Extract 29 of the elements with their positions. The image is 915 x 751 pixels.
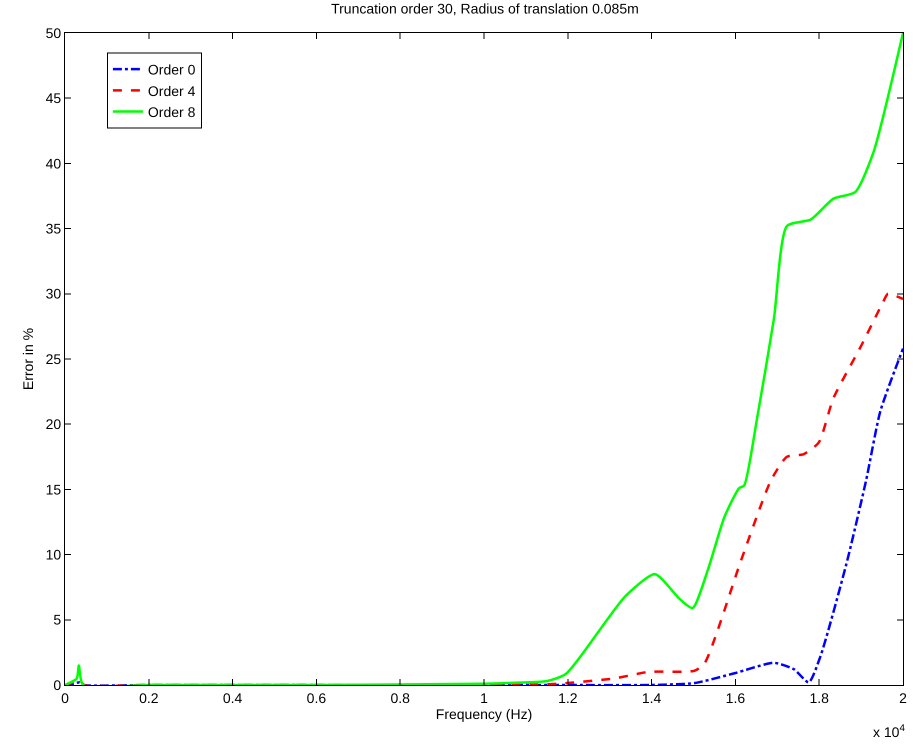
x-axis-title: Frequency (Hz) [436, 706, 532, 722]
x-tick-label: 1.6 [726, 690, 746, 706]
y-tick-label: 20 [46, 416, 62, 432]
x-tick-label: 1 [480, 690, 488, 706]
x-tick-label: 1.4 [642, 690, 662, 706]
y-tick-label: 15 [46, 481, 62, 498]
y-tick-label: 45 [46, 90, 62, 106]
x-tick-label: 0.8 [390, 690, 410, 706]
y-tick-label: 0 [53, 676, 62, 693]
x-tick-label: 1.2 [558, 690, 578, 706]
y-tick-label: 50 [46, 24, 62, 41]
legend-label: Order 8 [148, 104, 196, 120]
line-series [65, 33, 903, 685]
x-tick-label: 0.4 [222, 690, 243, 706]
legend-label: Order 0 [148, 62, 196, 78]
legend-label: Order 4 [148, 82, 196, 99]
x-tick-label: 0.6 [306, 690, 326, 706]
y-tick-label: 30 [46, 286, 62, 302]
y-tick-label: 5 [53, 612, 62, 628]
y-axis-title: Error in % [20, 328, 36, 390]
y-tick-label: 25 [46, 350, 62, 367]
y-tick-label: 40 [46, 155, 62, 172]
chart-title: Truncation order 30, Radius of translation 0.085m [331, 0, 639, 17]
y-tick-label: 35 [46, 220, 62, 236]
x-tick-label: 2 [899, 690, 908, 706]
x-tick-label: 0.2 [139, 690, 159, 706]
x-tick-label: 1.8 [809, 690, 830, 706]
text: x 10$^{4}$ [873, 723, 906, 740]
y-tick-label: 10 [46, 546, 62, 562]
